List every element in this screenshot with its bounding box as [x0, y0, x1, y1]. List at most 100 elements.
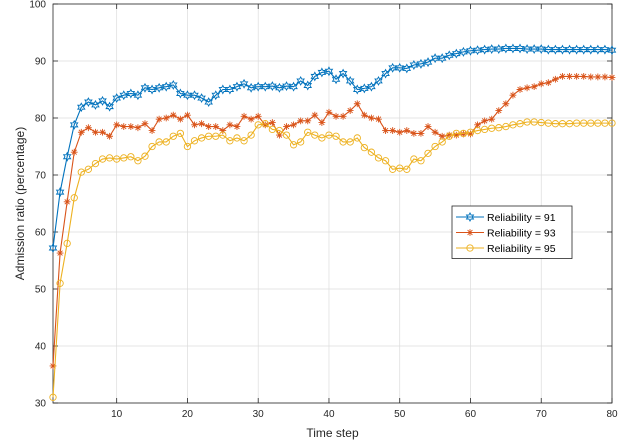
- data-point: [338, 68, 348, 79]
- data-point: [98, 155, 107, 163]
- data-point: [352, 84, 362, 95]
- data-point: [332, 112, 340, 120]
- data-point: [120, 123, 128, 130]
- data-point: [488, 124, 496, 132]
- data-point: [360, 143, 368, 152]
- data-point: [466, 244, 474, 252]
- x-tick-label: 80: [606, 409, 618, 420]
- data-point: [162, 138, 170, 146]
- data-point: [480, 125, 489, 134]
- data-point: [416, 58, 426, 69]
- data-point: [410, 155, 418, 163]
- data-point: [126, 88, 136, 99]
- data-point: [437, 53, 447, 64]
- x-tick-label: 70: [536, 409, 548, 420]
- data-point: [424, 123, 432, 130]
- data-point: [360, 111, 368, 119]
- data-point: [481, 117, 489, 125]
- data-point: [368, 114, 375, 122]
- data-point: [438, 132, 446, 140]
- x-tick-label: 10: [111, 409, 123, 420]
- legend: Reliability = 91 Reliability = 93 Reliabil…: [451, 205, 573, 259]
- data-point: [275, 126, 284, 135]
- grid-lines: [53, 3, 613, 404]
- data-point: [91, 159, 100, 168]
- data-point: [282, 131, 291, 139]
- data-point: [551, 120, 560, 128]
- data-point: [325, 131, 333, 139]
- data-point: [424, 149, 432, 157]
- data-point: [409, 60, 419, 70]
- data-point: [225, 84, 235, 95]
- data-point: [148, 127, 156, 134]
- data-point: [261, 121, 269, 129]
- data-point: [488, 115, 496, 123]
- data-point: [374, 154, 383, 162]
- data-point: [304, 117, 312, 125]
- data-point: [403, 165, 411, 173]
- data-point: [147, 84, 157, 95]
- data-point: [465, 212, 475, 222]
- axis-ticks: 10 20 30 40 50 60 70 80 30 40 50 60 70 80 90 100: [29, 0, 618, 420]
- data-point: [155, 115, 163, 123]
- data-point: [119, 90, 129, 101]
- data-point: [594, 119, 602, 127]
- data-point: [282, 81, 291, 92]
- data-point: [77, 102, 86, 113]
- data-point: [127, 123, 135, 130]
- data-point: [162, 114, 170, 122]
- data-point: [204, 97, 213, 108]
- data-point: [289, 81, 298, 92]
- data-point: [452, 131, 460, 139]
- y-axis-title: Admission ratio (percentage): [13, 127, 27, 280]
- data-point: [183, 142, 192, 151]
- data-point: [396, 164, 404, 172]
- data-point: [431, 128, 439, 136]
- data-point: [268, 81, 277, 92]
- data-point: [395, 62, 405, 73]
- data-point: [389, 127, 397, 134]
- data-point: [275, 82, 284, 93]
- data-point: [134, 124, 142, 132]
- data-point: [191, 121, 198, 129]
- data-point: [346, 107, 354, 114]
- data-point: [474, 121, 481, 129]
- data-point: [205, 123, 213, 130]
- data-point: [283, 123, 290, 130]
- data-point: [84, 124, 92, 132]
- data-point: [176, 129, 185, 138]
- data-point: [353, 134, 361, 142]
- data-point: [154, 82, 164, 93]
- data-point: [169, 132, 177, 140]
- data-point: [438, 138, 446, 146]
- data-point: [502, 122, 510, 131]
- data-point: [346, 138, 354, 146]
- series-layer: [48, 43, 617, 401]
- data-point: [261, 120, 269, 128]
- data-point: [120, 154, 128, 162]
- data-point: [466, 229, 474, 236]
- data-point: [77, 128, 85, 136]
- data-point: [516, 86, 524, 93]
- data-point: [63, 239, 71, 248]
- data-point: [70, 148, 78, 156]
- data-point: [318, 119, 326, 126]
- series-line: [52, 121, 612, 398]
- data-point: [56, 279, 64, 287]
- data-point: [388, 165, 397, 173]
- data-point: [296, 75, 305, 86]
- data-point: [176, 115, 184, 123]
- data-point: [509, 91, 517, 99]
- data-point: [536, 44, 546, 54]
- plot-area: [52, 3, 613, 404]
- data-point: [63, 198, 71, 206]
- data-point: [530, 118, 538, 126]
- data-point: [226, 137, 234, 145]
- data-point: [84, 165, 93, 173]
- data-point: [268, 125, 277, 134]
- data-point: [55, 187, 65, 198]
- x-axis-title: Time step: [306, 426, 359, 440]
- data-point: [232, 81, 242, 92]
- x-tick-label: 40: [323, 409, 335, 420]
- data-point: [410, 129, 418, 137]
